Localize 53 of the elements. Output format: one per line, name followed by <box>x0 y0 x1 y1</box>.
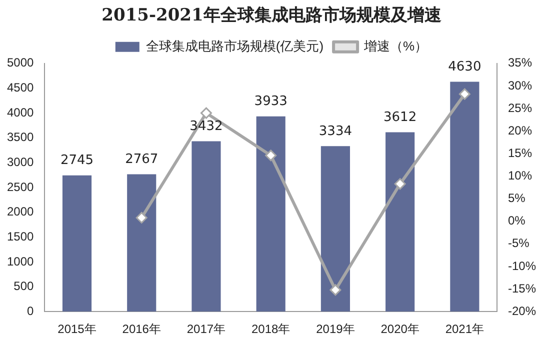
y-tick-label: 4000 <box>6 105 34 120</box>
y-tick-label: 500 <box>14 279 34 294</box>
y2-tick-label: -10% <box>508 258 536 273</box>
y2-tick-label: 5% <box>508 191 526 206</box>
y2-tick-label: -20% <box>508 304 536 318</box>
y2-tick-label: 0% <box>508 214 526 228</box>
x-tick-label: 2017年 <box>186 322 226 336</box>
bar <box>127 174 156 312</box>
data-label: 3432 <box>190 119 223 134</box>
x-tick-label: 2021年 <box>445 322 484 336</box>
point <box>200 107 212 119</box>
x-tick-label: 2020年 <box>380 322 420 336</box>
point <box>136 212 148 224</box>
bar <box>256 116 286 312</box>
bar <box>62 175 92 312</box>
data-label: 2745 <box>60 153 94 168</box>
legend-label: 增速（%） <box>363 38 428 54</box>
y2-tick-label: 30% <box>508 78 532 92</box>
x-tick-label: 2019年 <box>316 322 355 336</box>
bar <box>386 132 415 312</box>
point <box>330 284 342 296</box>
x-tick-label: 2018年 <box>251 322 290 336</box>
bar <box>192 141 221 312</box>
y-tick-label: 2000 <box>6 204 34 219</box>
data-label: 2767 <box>125 152 158 168</box>
y2-tick-label: 15% <box>508 146 532 160</box>
y-tick-label: 3000 <box>6 154 34 169</box>
bar <box>450 82 480 312</box>
y2-tick-label: 25% <box>508 100 532 115</box>
y-tick-label: 0 <box>27 304 34 318</box>
y2-tick-label: -5% <box>508 236 530 250</box>
point <box>458 88 470 100</box>
y-tick-label: 2500 <box>6 180 34 194</box>
y-tick-label: 3500 <box>6 130 34 144</box>
y-tick-label: 5000 <box>6 56 34 70</box>
chart-title: 2015-2021年全球集成电路市场规模及增速 <box>102 6 442 26</box>
data-label: 3334 <box>318 124 352 139</box>
y2-tick-label: 35% <box>508 56 532 70</box>
y2-tick-label: 20% <box>508 123 532 138</box>
x-tick-label: 2016年 <box>122 322 161 336</box>
y-tick-label: 1500 <box>6 229 34 244</box>
x-tick-label: 2015年 <box>58 322 96 336</box>
legend-label: 全球集成电路市场规模(亿美元) <box>146 38 324 54</box>
bar <box>320 146 350 312</box>
y-tick-label: 4500 <box>6 80 34 95</box>
data-label: 4630 <box>448 60 482 75</box>
point <box>394 178 406 190</box>
y2-tick-label: 10% <box>508 168 532 183</box>
point <box>265 150 277 162</box>
y2-tick-label: -15% <box>508 281 536 296</box>
data-label: 3612 <box>384 110 417 126</box>
data-label: 3933 <box>254 94 288 110</box>
y-tick-label: 1000 <box>6 254 34 268</box>
